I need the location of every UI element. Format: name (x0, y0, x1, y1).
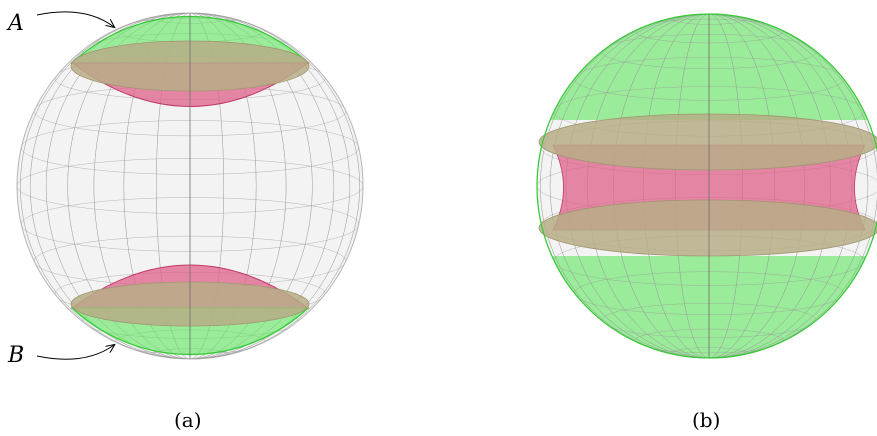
caption-a: (a) (174, 408, 202, 432)
panel-b-green-region (537, 14, 877, 358)
meridian-line (29, 13, 351, 359)
meridian-line (45, 13, 335, 359)
caption-b: (b) (692, 408, 720, 432)
arrow-b (36, 345, 114, 360)
panel-b-upper-band (538, 113, 877, 171)
label-a: A (6, 11, 24, 36)
panel-b-lower-band (538, 199, 877, 257)
meridian-line (123, 13, 257, 359)
panel-a-sphere (16, 12, 364, 360)
meridian-line (67, 13, 313, 359)
panel-b-sphere (536, 13, 877, 359)
meridian-line (20, 13, 360, 359)
meridian-line (93, 13, 287, 359)
label-b: B (7, 343, 24, 368)
arrow-a (36, 11, 114, 27)
meridian-line (156, 13, 224, 359)
meridian-line (549, 14, 869, 358)
meridian-line (540, 14, 877, 358)
